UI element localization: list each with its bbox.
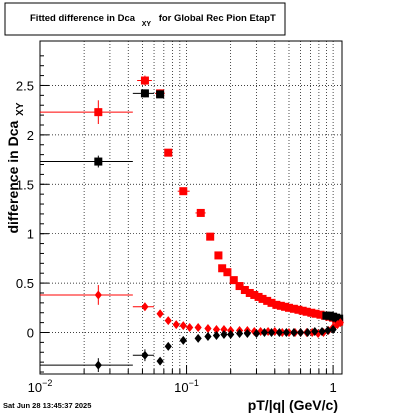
data-point-diamond (297, 328, 304, 337)
chart-title-subscript: XY (142, 21, 152, 28)
data-point-diamond (204, 324, 211, 333)
x-tick-label-base: 1 (329, 380, 336, 395)
data-point-square (197, 209, 205, 217)
data-point-diamond (141, 302, 148, 311)
data-point-square (156, 90, 164, 98)
data-point-diamond (204, 332, 211, 341)
data-point-diamond (186, 323, 193, 332)
x-tick-label: 1 (329, 380, 336, 395)
x-tick-label-base: 10 (28, 380, 42, 395)
data-point-diamond (95, 290, 102, 299)
data-point-square (214, 251, 222, 259)
y-tick-label: 0 (27, 325, 34, 340)
data-point-square (94, 108, 102, 116)
plot-frame (40, 41, 342, 374)
series-group (40, 76, 343, 326)
data-point-diamond (165, 316, 172, 325)
data-point-square (141, 89, 149, 97)
series-group (40, 325, 337, 372)
data-point-diamond (141, 351, 148, 360)
y-tick-label: 2 (27, 128, 34, 143)
data-point-square (94, 158, 102, 166)
data-point-diamond (95, 361, 102, 370)
series-group (40, 89, 343, 322)
y-tick-label: 0.5 (16, 276, 34, 291)
data-point-square (206, 233, 214, 241)
data-point-diamond (157, 309, 164, 318)
x-tick-label-exponent: −2 (42, 378, 52, 388)
data-point-square (164, 149, 172, 157)
data-point-square (141, 77, 149, 85)
grid (40, 41, 342, 374)
x-tick-label-exponent: −1 (189, 378, 199, 388)
data-point-diamond (180, 321, 187, 330)
y-axis-title-subscript: XY (15, 102, 26, 116)
x-tick-label: 10−1 (174, 378, 199, 395)
data-point-diamond (213, 331, 220, 340)
chart-title-main: Fitted difference in Dca (30, 13, 136, 24)
data-series (40, 76, 344, 372)
axis-ticks: 00.511.522.510−2 10−1 1 (16, 56, 337, 395)
x-tick-label: 10−2 (28, 378, 53, 395)
y-axis-title-main: difference in Dca (5, 121, 21, 234)
data-point-square (179, 187, 187, 195)
y-tick-label: 1 (27, 227, 34, 242)
data-point-diamond (195, 334, 202, 343)
data-point-diamond (290, 328, 297, 337)
data-point-square (223, 268, 231, 276)
chart-title-suffix: for Global Rec Pion EtapT (159, 13, 276, 24)
timestamp: Sat Jun 28 13:45:37 2025 (3, 401, 91, 410)
data-point-diamond (173, 320, 180, 329)
data-point-diamond (165, 342, 172, 351)
data-point-diamond (195, 323, 202, 332)
x-tick-label-base: 10 (174, 380, 188, 395)
y-axis-title: difference in Dca XY (5, 102, 26, 233)
data-point-diamond (157, 357, 164, 366)
data-point-diamond (220, 330, 227, 339)
x-axis-title: pT/|q| (GeV/c) (248, 397, 338, 413)
data-point-diamond (180, 336, 187, 345)
y-tick-label: 2.5 (16, 78, 34, 93)
